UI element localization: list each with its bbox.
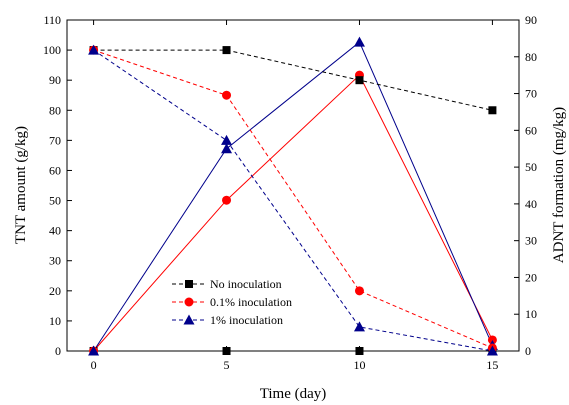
y-left-tick-label: 70 xyxy=(49,133,61,147)
series-markers xyxy=(88,36,498,356)
legend-label: 1% inoculation xyxy=(210,313,283,327)
y-right-tick-label: 70 xyxy=(525,87,537,101)
y-left-tick-label: 0 xyxy=(55,344,61,358)
y-axis-left-title: TNT amount (g/kg) xyxy=(13,126,29,244)
x-tick-label: 0 xyxy=(91,358,97,372)
series-line xyxy=(93,74,493,352)
data-point xyxy=(355,347,364,355)
x-tick-label: 10 xyxy=(353,358,365,372)
y-right-tick-label: 90 xyxy=(525,13,537,27)
series-line xyxy=(93,49,493,352)
y-right-tick-label: 40 xyxy=(525,197,537,211)
y-right-tick-label: 30 xyxy=(525,234,537,248)
data-point xyxy=(221,143,233,154)
y-left-tick-label: 30 xyxy=(49,254,61,268)
series-line xyxy=(93,41,493,352)
data-point xyxy=(88,44,100,55)
y-left-tick-label: 90 xyxy=(49,73,61,87)
axis-ticks: 0 5 10 15 0 10 20 30 40 50 60 70 80 90 100 110 0 10 20 30 40… xyxy=(43,13,537,372)
series-line xyxy=(93,49,493,111)
y-right-tick-label: 20 xyxy=(525,270,537,284)
legend-label: No inoculation xyxy=(210,277,282,291)
y-left-tick-label: 100 xyxy=(43,43,61,57)
data-point xyxy=(221,134,233,145)
y-right-tick-label: 60 xyxy=(525,123,537,137)
series-line xyxy=(93,49,493,349)
y-right-tick-label: 10 xyxy=(525,307,537,321)
data-point xyxy=(353,36,365,47)
data-point xyxy=(354,286,364,296)
x-axis-title: Time (day) xyxy=(260,386,327,402)
y-right-tick-label: 0 xyxy=(525,344,531,358)
x-tick-label: 5 xyxy=(224,358,230,372)
legend-marker xyxy=(185,280,193,288)
legend-marker xyxy=(184,297,194,307)
data-point xyxy=(486,345,498,356)
y-axis-right-title: ADNT formation (mg/kg) xyxy=(551,107,567,263)
data-point xyxy=(222,195,232,205)
data-point xyxy=(88,345,100,356)
y-left-tick-label: 60 xyxy=(49,163,61,177)
legend-label: 0.1% inoculation xyxy=(210,295,292,309)
y-left-tick-label: 50 xyxy=(49,194,61,208)
y-left-tick-label: 110 xyxy=(43,13,61,27)
data-point xyxy=(222,46,231,55)
x-tick-label: 15 xyxy=(486,358,498,372)
legend: No inoculation 0.1% inoculation 1% inocula… xyxy=(172,277,292,327)
y-left-tick-label: 20 xyxy=(49,284,61,298)
y-left-tick-label: 40 xyxy=(49,224,61,238)
series-lines xyxy=(93,41,493,352)
y-left-tick-label: 80 xyxy=(49,103,61,117)
data-point xyxy=(488,106,497,115)
data-point xyxy=(487,335,497,345)
data-point xyxy=(222,90,232,100)
data-point xyxy=(355,76,364,85)
data-point xyxy=(222,347,231,355)
y-right-tick-label: 80 xyxy=(525,50,537,64)
data-point xyxy=(353,321,365,332)
plot-frame xyxy=(66,19,520,352)
y-right-tick-label: 50 xyxy=(525,160,537,174)
y-left-tick-label: 10 xyxy=(49,314,61,328)
legend-marker xyxy=(183,314,195,325)
